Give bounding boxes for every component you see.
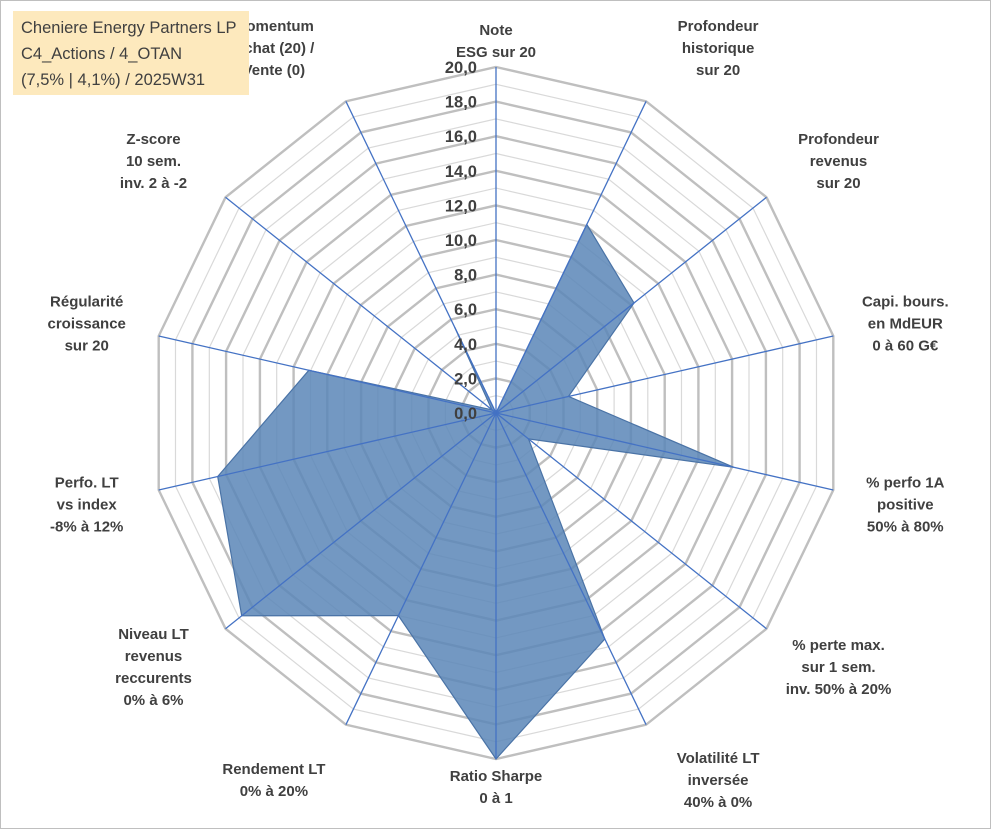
axis-label-line: Profondeur (678, 18, 759, 35)
axis-labels: Note ESG sur 20 Profondeur historique sur 20… (48, 18, 949, 811)
axis-label-line: % perte max. (792, 637, 885, 654)
axis-spoke (495, 335, 834, 414)
axis-label-line: 10 sem. (126, 153, 181, 170)
axis-label-line: 50% à 80% (867, 518, 944, 535)
radial-tick-label: 10,0 (445, 232, 477, 250)
axis-spoke (225, 196, 497, 414)
radial-tick-label: 4,0 (454, 336, 477, 354)
axis-spoke (225, 412, 497, 630)
axis-label: Z-score 10 sem. inv. 2 à -2 (120, 131, 187, 192)
axis-label-line: Profondeur (798, 131, 879, 148)
axis-label-line: sur 20 (65, 338, 109, 355)
axis-label: Régularité croissance sur 20 (48, 294, 126, 355)
radial-tick-label: 12,0 (445, 197, 477, 215)
axis-label-line: Note (479, 22, 512, 39)
axis-label: Profondeur revenus sur 20 (798, 131, 879, 192)
radial-tick-label: 6,0 (454, 301, 477, 319)
axis-label-line: sur 20 (816, 175, 860, 192)
axis-label-line: inv. 2 à -2 (120, 175, 187, 192)
radial-tick-label: 16,0 (445, 128, 477, 146)
axis-label: % perfo 1A positive 50% à 80% (866, 474, 945, 535)
axis-label-line: croissance (48, 316, 126, 333)
axis-label-line: revenus (125, 648, 183, 665)
axis-label-line: inversée (688, 772, 749, 789)
axis-label-line: Achat (20) / (233, 40, 315, 57)
axis-label-line: 40% à 0% (684, 794, 752, 811)
axis-label: Niveau LT revenus reccurents 0% à 6% (115, 626, 192, 709)
title-line: (7,5% | 4,1%) / 2025W31 (21, 71, 206, 89)
axis-spoke (158, 412, 497, 491)
axis-label-line: Niveau LT (118, 626, 189, 643)
axis-label-line: sur 1 sem. (801, 659, 875, 676)
axis-label-line: 0% à 6% (123, 692, 183, 709)
axis-label-line: 0% à 20% (240, 783, 308, 800)
axis-label: Profondeur historique sur 20 (678, 18, 759, 79)
axis-label-line: reccurents (115, 670, 192, 687)
axis-spoke (495, 412, 767, 630)
axis-spoke (495, 101, 647, 414)
chart-title-box: Cheniere Energy Partners LP C4_Actions /… (13, 11, 249, 95)
axis-label: % perte max. sur 1 sem. inv. 50% à 20% (786, 637, 892, 698)
axis-label-line: Perfo. LT (55, 474, 119, 491)
axis-label-line: inv. 50% à 20% (786, 681, 892, 698)
axis-label-line: ESG sur 20 (456, 44, 536, 61)
axis-label-line: 0 à 1 (479, 790, 512, 807)
axis-label-line: historique (682, 40, 755, 57)
axis-label-line: -8% à 12% (50, 518, 123, 535)
radial-tick-label: 2,0 (454, 370, 477, 388)
radial-tick-label: 8,0 (454, 267, 477, 285)
axis-spoke (495, 412, 647, 725)
axis-label-line: sur 20 (696, 62, 740, 79)
axis-label-line: Capi. bours. (862, 294, 949, 311)
axis-label-line: Z-score (126, 131, 180, 148)
title-line: C4_Actions / 4_OTAN (21, 45, 183, 63)
axis-label: Momentum Achat (20) / Vente (0) (233, 18, 315, 79)
radial-tick-label: 0,0 (454, 405, 477, 423)
axis-label-line: Régularité (50, 294, 123, 311)
axis-label-line: Momentum (234, 18, 314, 35)
radar-spokes (158, 67, 834, 759)
axis-label-line: positive (877, 496, 934, 513)
axis-label: Ratio Sharpe 0 à 1 (450, 768, 543, 807)
radial-tick-label: 14,0 (445, 163, 477, 181)
radial-tick-label: 20,0 (445, 59, 477, 77)
axis-label-line: Rendement LT (222, 761, 325, 778)
axis-label-line: vs index (57, 496, 118, 513)
axis-label-line: Vente (0) (243, 62, 306, 79)
title-line: Cheniere Energy Partners LP (21, 19, 237, 37)
axis-label-line: Volatilité LT (677, 750, 760, 767)
axis-label-line: % perfo 1A (866, 474, 945, 491)
axis-spoke (158, 335, 497, 414)
axis-label: Rendement LT 0% à 20% (222, 761, 325, 800)
radial-tick-label: 18,0 (445, 94, 477, 112)
axis-label: Capi. bours. en MdEUR 0 à 60 G€ (862, 294, 949, 355)
axis-spoke (345, 412, 497, 725)
axis-spoke (495, 196, 767, 414)
axis-label: Volatilité LT inversée 40% à 0% (677, 750, 760, 811)
axis-spoke (345, 101, 497, 414)
axis-spoke (495, 412, 834, 491)
axis-label-line: revenus (810, 153, 868, 170)
axis-label: Note ESG sur 20 (456, 22, 536, 61)
axis-label-line: 0 à 60 G€ (872, 338, 939, 355)
axis-label: Perfo. LT vs index -8% à 12% (50, 474, 123, 535)
radial-tick-labels: 0,0 2,0 4,0 6,0 8,0 10,0 12,0 14,0 16,0 18,0 20,0 (445, 59, 477, 423)
axis-label-line: en MdEUR (868, 316, 943, 333)
axis-label-line: Ratio Sharpe (450, 768, 543, 785)
